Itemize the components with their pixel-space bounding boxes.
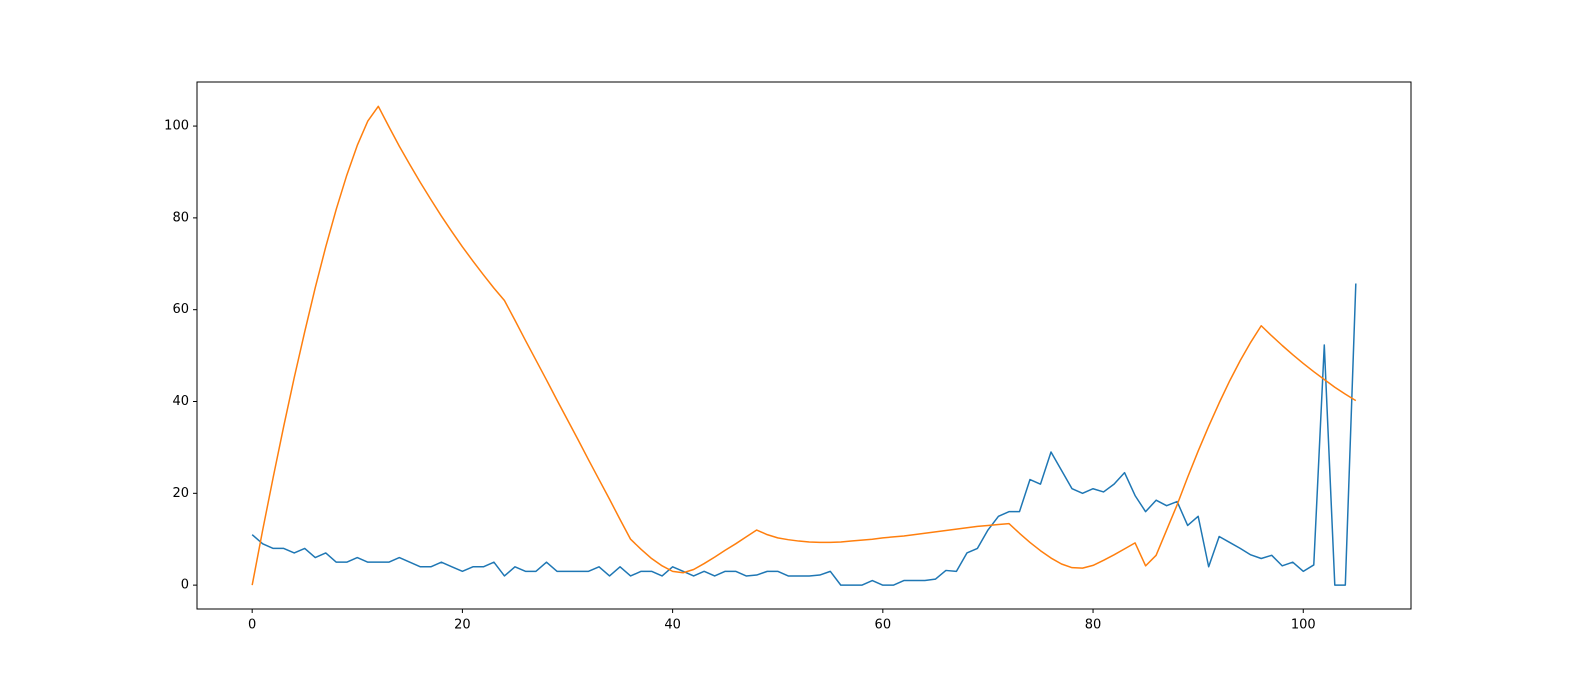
x-tick-label: 60 <box>875 618 892 633</box>
x-tick-label: 80 <box>1085 618 1102 633</box>
x-tick-label: 40 <box>664 618 681 633</box>
x-tick-label: 100 <box>1291 618 1316 633</box>
x-tick-label: 20 <box>454 618 471 633</box>
y-tick-label: 40 <box>172 394 189 409</box>
line-series <box>251 105 1357 586</box>
plot-frame <box>196 81 1412 610</box>
y-tick-label: 60 <box>172 302 189 317</box>
y-tick-label: 20 <box>172 486 189 501</box>
y-tick-label: 0 <box>181 578 189 593</box>
x-tick-label: 0 <box>248 618 256 633</box>
y-tick-label: 80 <box>172 210 189 225</box>
line-series <box>251 283 1357 586</box>
y-tick-label: 100 <box>164 119 189 134</box>
